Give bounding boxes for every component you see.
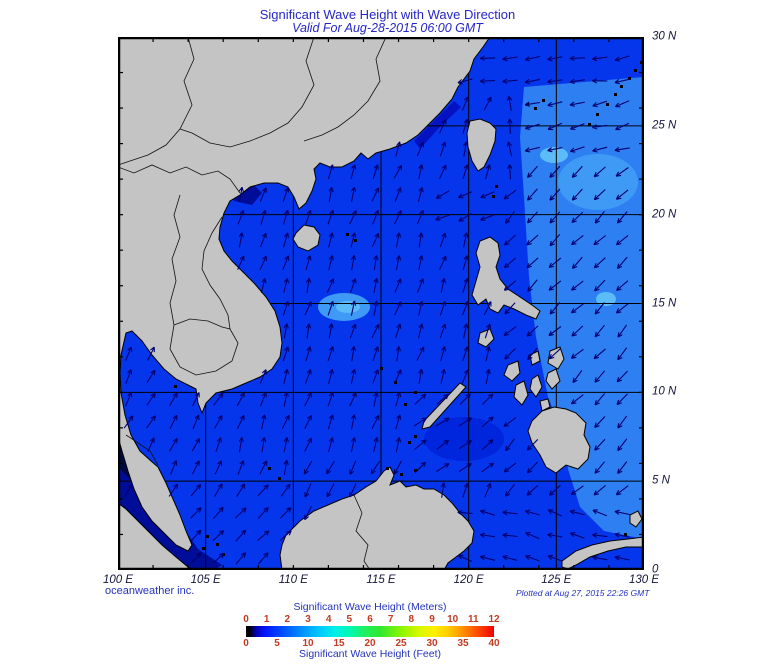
colorbar-feet-tick: 40 — [488, 638, 500, 649]
plotted-at-timestamp: Plotted at Aug 27, 2015 22:26 GMT — [516, 588, 650, 598]
colorbar-feet-tick: 20 — [364, 638, 376, 649]
colorbar-meters-tick: 2 — [284, 614, 291, 625]
colorbar-meters-tick: 1 — [263, 614, 270, 625]
lat-tick-label: 20 N — [652, 208, 677, 221]
oceanweather-credit: oceanweather inc. — [105, 585, 195, 597]
colorbar-gradient — [246, 626, 494, 637]
map-plot-area — [117, 36, 645, 571]
lon-tick-label: 130 E — [628, 574, 660, 586]
colorbar-meters-tick: 11 — [468, 614, 479, 625]
lon-tick-label: 105 E — [190, 574, 221, 586]
lon-tick-label: 110 E — [278, 574, 308, 586]
lat-tick-label: 30 N — [652, 30, 677, 43]
colorbar-feet-tick: 35 — [457, 638, 469, 649]
colorbar-meters-tick: 10 — [447, 614, 459, 625]
colorbar-meters-tick: 12 — [488, 614, 500, 625]
page-title: Significant Wave Height with Wave Direct… — [259, 7, 516, 22]
colorbar-feet-tick: 15 — [333, 638, 345, 649]
lat-tick-label: 5 N — [652, 474, 670, 487]
valid-time-subtitle: Valid For Aug-28-2015 06:00 GMT — [292, 21, 483, 35]
colorbar-meters-label: Significant Wave Height (Meters) — [293, 601, 447, 613]
colorbar-meters-tick: 3 — [305, 614, 311, 625]
colorbar-feet-tick: 30 — [426, 638, 438, 649]
colorbar-meters-tick: 4 — [325, 614, 332, 625]
lon-tick-label: 125 E — [541, 574, 572, 586]
colorbar-feet-tick: 5 — [274, 638, 280, 649]
lat-tick-label: 0 — [652, 563, 659, 576]
colorbar-feet-tick: 25 — [395, 638, 407, 649]
colorbar-meters-tick: 9 — [429, 614, 435, 625]
colorbar-feet-label: Significant Wave Height (Feet) — [298, 648, 441, 660]
colorbar-feet-tick: 10 — [302, 638, 314, 649]
colorbar-feet-tick: 0 — [243, 638, 249, 649]
lat-tick-label: 25 N — [652, 119, 677, 132]
lat-tick-label: 10 N — [652, 385, 677, 398]
lat-tick-label: 15 N — [652, 296, 677, 309]
wave-height-map — [117, 36, 645, 571]
colorbar-meters-tick: 8 — [408, 614, 415, 625]
colorbar-meters-tick: 6 — [367, 614, 373, 625]
lon-tick-label: 115 E — [366, 574, 396, 586]
lon-tick-label: 120 E — [453, 574, 484, 586]
colorbar-meters-tick: 7 — [387, 614, 394, 625]
colorbar-meters-tick: 0 — [243, 614, 249, 625]
lon-tick-label: 100 E — [102, 574, 134, 586]
colorbar-meters-tick: 5 — [346, 614, 353, 625]
